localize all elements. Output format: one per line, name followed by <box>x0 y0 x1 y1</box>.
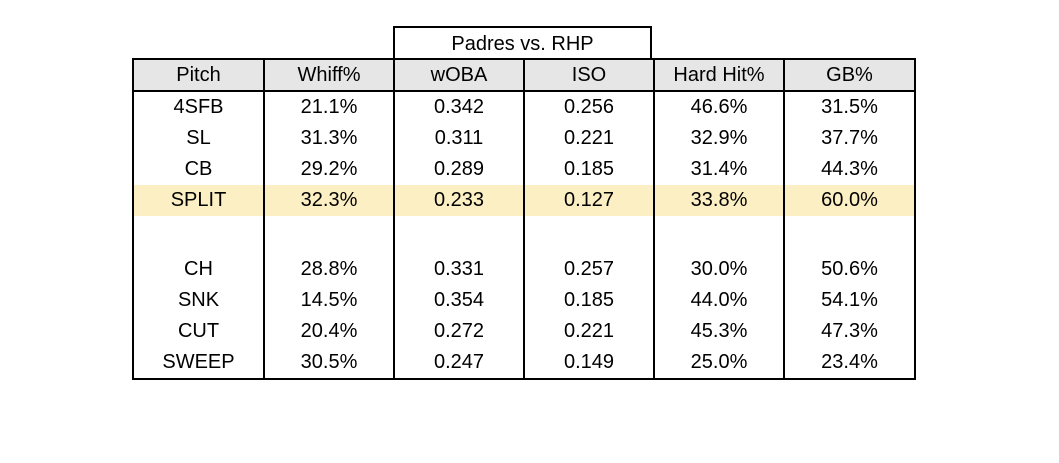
cell-iso: 0.185 <box>523 154 655 185</box>
table-row: SPLIT 32.3% 0.233 0.127 33.8% 60.0% <box>132 185 916 216</box>
cell-woba <box>393 216 525 254</box>
cell-pitch: CB <box>132 154 265 185</box>
cell-gb: 31.5% <box>783 91 916 123</box>
cell-iso: 0.257 <box>523 254 655 285</box>
cell-woba: 0.233 <box>393 185 525 216</box>
column-header-gb: GB% <box>783 59 916 92</box>
cell-gb: 54.1% <box>783 285 916 316</box>
pitch-stats-table: Pitch Whiff% wOBA ISO Hard Hit% GB% 4SFB… <box>132 58 916 380</box>
column-header-woba: wOBA <box>393 59 525 92</box>
table-title: Padres vs. RHP <box>393 26 652 58</box>
cell-iso: 0.256 <box>523 91 655 123</box>
cell-iso: 0.127 <box>523 185 655 216</box>
cell-pitch: CH <box>132 254 265 285</box>
cell-gb <box>783 216 916 254</box>
cell-hard-hit: 33.8% <box>653 185 785 216</box>
cell-hard-hit: 30.0% <box>653 254 785 285</box>
cell-hard-hit: 31.4% <box>653 154 785 185</box>
table-row: SWEEP 30.5% 0.247 0.149 25.0% 23.4% <box>132 347 916 379</box>
cell-iso: 0.185 <box>523 285 655 316</box>
cell-gb: 47.3% <box>783 316 916 347</box>
cell-gb: 37.7% <box>783 123 916 154</box>
cell-gb: 60.0% <box>783 185 916 216</box>
cell-pitch: SWEEP <box>132 347 265 379</box>
table-body: 4SFB 21.1% 0.342 0.256 46.6% 31.5% SL 31.3% 0.31… <box>132 91 916 379</box>
cell-hard-hit: 44.0% <box>653 285 785 316</box>
cell-whiff: 31.3% <box>263 123 395 154</box>
cell-whiff <box>263 216 395 254</box>
cell-whiff: 30.5% <box>263 347 395 379</box>
cell-woba: 0.272 <box>393 316 525 347</box>
cell-pitch <box>132 216 265 254</box>
cell-woba: 0.342 <box>393 91 525 123</box>
table-row: CUT 20.4% 0.272 0.221 45.3% 47.3% <box>132 316 916 347</box>
cell-whiff: 32.3% <box>263 185 395 216</box>
column-header-pitch: Pitch <box>132 59 265 92</box>
cell-gb: 50.6% <box>783 254 916 285</box>
column-header-whiff: Whiff% <box>263 59 395 92</box>
table-row: CH 28.8% 0.331 0.257 30.0% 50.6% <box>132 254 916 285</box>
cell-hard-hit: 32.9% <box>653 123 785 154</box>
column-header-hard-hit: Hard Hit% <box>653 59 785 92</box>
cell-gb: 23.4% <box>783 347 916 379</box>
cell-whiff: 29.2% <box>263 154 395 185</box>
cell-pitch: 4SFB <box>132 91 265 123</box>
cell-iso: 0.221 <box>523 316 655 347</box>
cell-whiff: 21.1% <box>263 91 395 123</box>
table-row: CB 29.2% 0.289 0.185 31.4% 44.3% <box>132 154 916 185</box>
cell-woba: 0.354 <box>393 285 525 316</box>
cell-hard-hit: 46.6% <box>653 91 785 123</box>
header-row: Pitch Whiff% wOBA ISO Hard Hit% GB% <box>132 59 916 92</box>
cell-whiff: 20.4% <box>263 316 395 347</box>
cell-woba: 0.247 <box>393 347 525 379</box>
table-row: SNK 14.5% 0.354 0.185 44.0% 54.1% <box>132 285 916 316</box>
cell-pitch: SPLIT <box>132 185 265 216</box>
cell-hard-hit: 25.0% <box>653 347 785 379</box>
cell-hard-hit <box>653 216 785 254</box>
cell-gb: 44.3% <box>783 154 916 185</box>
table-row: 4SFB 21.1% 0.342 0.256 46.6% 31.5% <box>132 91 916 123</box>
cell-hard-hit: 45.3% <box>653 316 785 347</box>
cell-iso: 0.221 <box>523 123 655 154</box>
cell-whiff: 14.5% <box>263 285 395 316</box>
cell-pitch: CUT <box>132 316 265 347</box>
cell-iso <box>523 216 655 254</box>
cell-woba: 0.331 <box>393 254 525 285</box>
cell-pitch: SL <box>132 123 265 154</box>
cell-woba: 0.289 <box>393 154 525 185</box>
cell-iso: 0.149 <box>523 347 655 379</box>
cell-whiff: 28.8% <box>263 254 395 285</box>
spacer-row <box>132 216 916 254</box>
cell-pitch: SNK <box>132 285 265 316</box>
column-header-iso: ISO <box>523 59 655 92</box>
table-row: SL 31.3% 0.311 0.221 32.9% 37.7% <box>132 123 916 154</box>
cell-woba: 0.311 <box>393 123 525 154</box>
